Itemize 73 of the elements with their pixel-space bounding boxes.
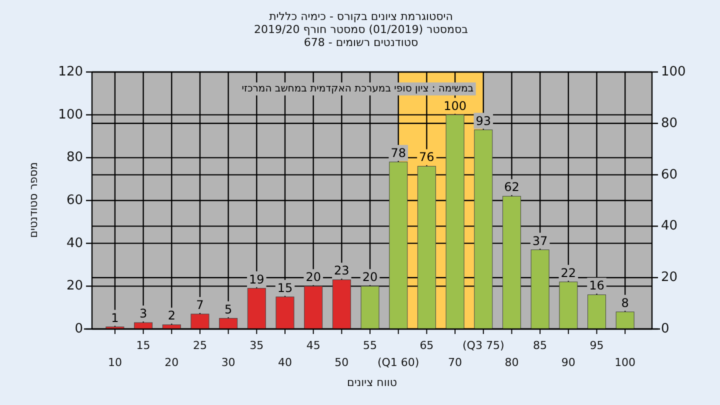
bar — [587, 294, 606, 330]
y2-tick-label: 80 — [661, 116, 678, 131]
bar — [616, 312, 634, 330]
bar — [417, 166, 436, 330]
x-tick-label: 45 — [306, 339, 320, 352]
bar — [389, 162, 408, 330]
data-label: 15 — [277, 280, 293, 295]
chart-subtitle: בסמסטר (01/2019) סמסטר חורף 2019/20 — [254, 23, 468, 36]
x-tick-label: 70 — [448, 356, 462, 369]
x-tick-label: 100 — [614, 356, 636, 369]
chart-title: היסטוגרמת ציונים בקורס - כימיה כללית — [269, 10, 453, 23]
y-tick-label: 0 — [74, 322, 83, 337]
y-tick-label: 20 — [66, 278, 83, 294]
data-label: 3 — [139, 306, 148, 321]
data-label: 5 — [224, 302, 232, 316]
x-tick-label: 55 — [363, 339, 378, 352]
x-tick-label: (Q3 75) — [462, 339, 504, 352]
y-tick-label: 80 — [66, 150, 83, 166]
data-label: 62 — [504, 180, 520, 194]
data-label: 78 — [390, 146, 406, 160]
x-tick-label: 65 — [420, 339, 434, 352]
x-tick-label: 15 — [136, 339, 150, 352]
x-tick-label: (Q1 60) — [377, 356, 420, 369]
data-label: 76 — [419, 150, 434, 164]
x-tick-label: 35 — [250, 339, 264, 352]
bar — [530, 250, 550, 330]
data-label: 23 — [334, 264, 350, 278]
y-tick-label: 60 — [66, 193, 83, 208]
x-tick-label: 50 — [334, 356, 349, 369]
data-label: 20 — [306, 270, 321, 284]
x-tick-label: 90 — [561, 356, 576, 369]
y-axis-title: מספר סטודנטים — [27, 162, 40, 238]
data-label: 2 — [168, 308, 176, 323]
text: סטודנטים רשומים - 678 — [304, 36, 418, 49]
x-tick-label: 40 — [278, 356, 292, 369]
bar — [474, 130, 493, 330]
bar — [360, 286, 380, 330]
x-tick-label: 95 — [590, 339, 604, 352]
data-label: 8 — [621, 296, 629, 310]
y2-tick-label: 20 — [661, 270, 678, 286]
x-axis-title: טווח ציונים — [347, 376, 397, 389]
x-tick-label: 20 — [164, 356, 179, 369]
annotation: במשימה : ציון סופי במערכת האקדמית במחשב המרכזי — [242, 83, 474, 94]
bar — [219, 318, 238, 330]
bar — [247, 288, 266, 330]
y2-tick-label: 60 — [661, 167, 678, 182]
bar — [332, 279, 351, 330]
x-tick-label: 25 — [192, 339, 207, 352]
y-tick-label: 40 — [66, 236, 83, 251]
bar — [559, 282, 578, 330]
y-tick-label: 120 — [58, 64, 83, 80]
y2-tick-label: 0 — [661, 322, 670, 337]
data-label: 37 — [532, 234, 548, 248]
data-label: 16 — [589, 278, 604, 293]
data-label: 19 — [249, 272, 264, 286]
data-label: 7 — [196, 298, 204, 312]
x-tick-label: 10 — [108, 356, 122, 369]
y2-tick-label: 40 — [661, 218, 678, 234]
data-label: 20 — [362, 270, 378, 284]
x-tick-label: 30 — [221, 356, 236, 369]
x-tick-label: 85 — [533, 339, 548, 352]
data-label: 100 — [444, 98, 466, 113]
bar — [446, 114, 464, 330]
bar — [502, 196, 521, 330]
data-label: 1 — [111, 310, 119, 325]
data-label: 22 — [560, 266, 576, 280]
bar — [276, 296, 294, 330]
y2-tick-label: 100 — [661, 64, 686, 80]
y-tick-label: 100 — [58, 107, 83, 122]
data-label: 93 — [476, 114, 492, 128]
bar — [304, 286, 323, 330]
bar — [190, 314, 210, 330]
x-tick-label: 80 — [504, 356, 519, 369]
